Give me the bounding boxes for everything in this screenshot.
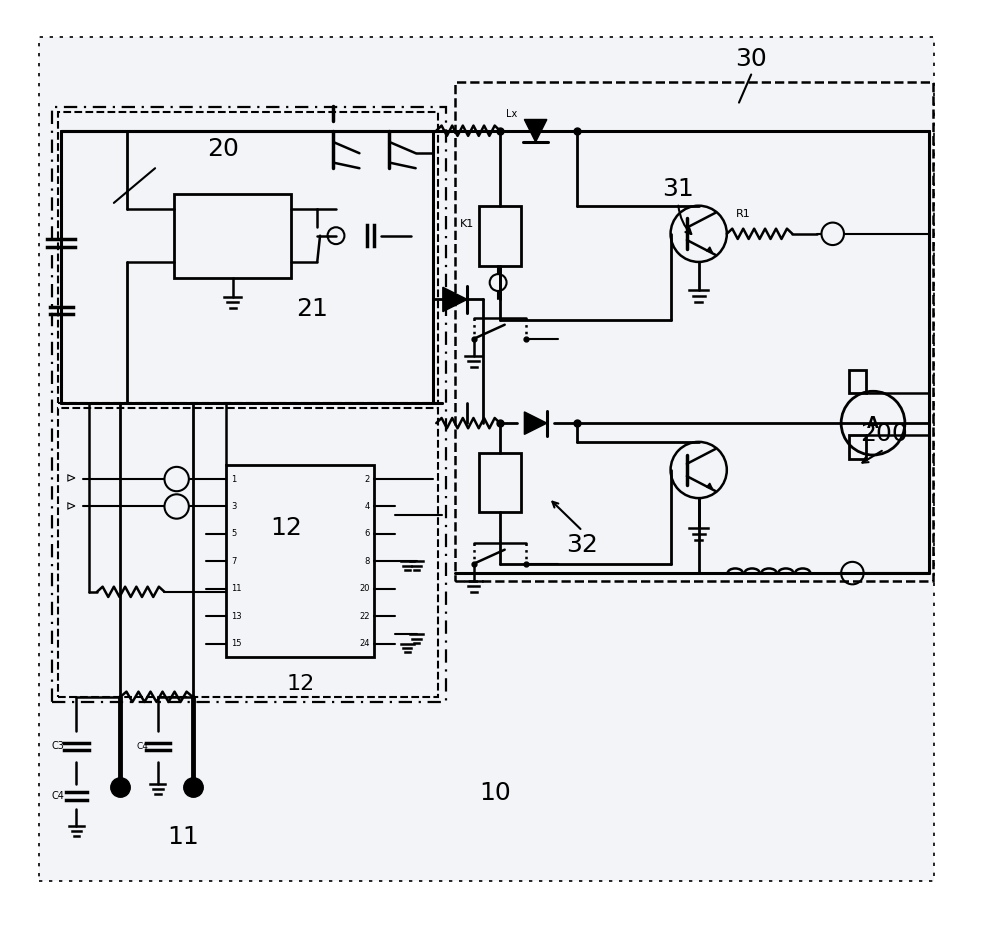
- Text: 200: 200: [860, 422, 908, 446]
- Bar: [58, 408, 438, 697]
- Text: 1: 1: [231, 475, 236, 483]
- Text: C3: C3: [51, 742, 64, 751]
- Text: 24: 24: [359, 639, 370, 649]
- Polygon shape: [524, 119, 547, 142]
- Bar: [174, 194, 291, 278]
- Text: 20: 20: [359, 585, 370, 593]
- Text: K1: K1: [460, 219, 474, 229]
- Text: 31: 31: [662, 177, 694, 201]
- Text: 12: 12: [270, 516, 302, 540]
- Text: 4: 4: [364, 502, 370, 511]
- Text: 3: 3: [231, 502, 236, 511]
- Bar: [479, 453, 521, 512]
- Text: A: A: [867, 415, 879, 431]
- Polygon shape: [443, 288, 467, 311]
- Text: 13: 13: [231, 612, 242, 620]
- Text: C4: C4: [136, 742, 148, 751]
- Bar: [58, 112, 438, 402]
- Text: 11: 11: [167, 825, 199, 850]
- Polygon shape: [524, 412, 547, 434]
- Bar: [479, 206, 521, 266]
- Text: 32: 32: [567, 533, 598, 557]
- Text: 6: 6: [364, 529, 370, 539]
- Text: C4: C4: [51, 791, 64, 801]
- Text: 11: 11: [231, 585, 242, 593]
- Text: ⊳: ⊳: [66, 500, 76, 513]
- Text: R1: R1: [736, 209, 751, 219]
- Bar: [849, 369, 866, 393]
- Text: 10: 10: [479, 781, 511, 806]
- Bar: [226, 465, 374, 657]
- Text: 2: 2: [364, 475, 370, 483]
- Text: 15: 15: [231, 639, 242, 649]
- Text: 12: 12: [286, 674, 314, 695]
- Text: 7: 7: [231, 556, 236, 566]
- Text: 30: 30: [735, 48, 767, 71]
- Bar: [849, 435, 866, 459]
- Bar: [455, 82, 933, 581]
- Text: 8: 8: [364, 556, 370, 566]
- Text: 22: 22: [359, 612, 370, 620]
- Text: 20: 20: [208, 137, 239, 162]
- Text: 21: 21: [297, 297, 328, 321]
- Text: 5: 5: [231, 529, 236, 539]
- Bar: [52, 107, 446, 702]
- Text: Lx: Lx: [506, 109, 517, 119]
- Text: ⊳: ⊳: [66, 473, 76, 486]
